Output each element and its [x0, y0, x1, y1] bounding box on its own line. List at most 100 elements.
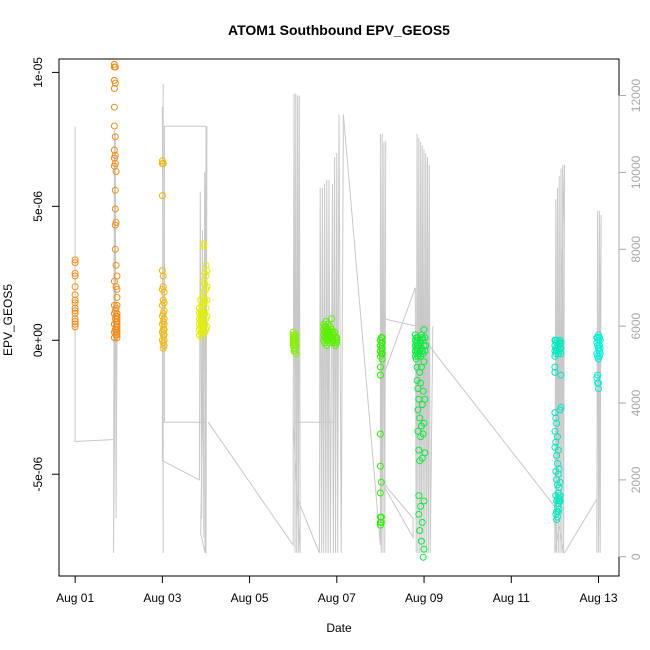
x-tick-label: Aug 07	[318, 591, 356, 605]
data-point	[71, 307, 79, 315]
data-point	[554, 470, 562, 478]
data-point	[594, 371, 602, 379]
data-point	[203, 323, 211, 331]
y-tick-label: -5e-06	[31, 457, 45, 492]
data-point	[113, 285, 121, 293]
data-point	[113, 326, 121, 334]
data-point	[420, 497, 428, 505]
data-point	[415, 492, 423, 500]
altitude-trace-segment	[207, 93, 301, 553]
right-axis-series-lines	[74, 83, 602, 554]
data-point	[113, 310, 121, 317]
data-point	[113, 272, 121, 280]
data-point	[203, 283, 211, 291]
data-point	[201, 296, 209, 304]
data-point	[111, 160, 119, 167]
data-point	[378, 350, 386, 358]
data-point	[551, 363, 559, 371]
data-point	[377, 513, 385, 521]
data-point	[71, 318, 79, 325]
altitude-trace-segment	[342, 114, 387, 553]
data-point	[292, 350, 300, 358]
data-point	[158, 192, 166, 200]
x-tick-label: Aug 03	[143, 591, 181, 605]
right-tick-label: 2000	[629, 466, 643, 493]
data-point	[376, 371, 384, 379]
data-point	[420, 419, 428, 427]
data-point	[160, 307, 168, 315]
data-point	[556, 492, 564, 500]
data-point	[71, 269, 79, 277]
data-point	[160, 342, 168, 350]
data-point	[595, 385, 602, 392]
data-point	[377, 478, 385, 486]
x-axis-label: Date	[326, 621, 352, 635]
altitude-trace-segment	[164, 126, 207, 553]
data-point	[552, 414, 560, 422]
data-point	[112, 261, 120, 269]
data-point	[557, 344, 565, 352]
data-point	[378, 355, 386, 363]
data-point	[200, 243, 208, 250]
y-tick-label: 1e-05	[31, 57, 45, 88]
data-point	[292, 331, 300, 339]
right-tick-label: 10000	[629, 155, 643, 189]
y-axis-right: 0 2000 4000 6000 8000 10000 12000	[618, 79, 643, 560]
data-point	[71, 315, 79, 323]
scatter-points	[71, 60, 604, 561]
data-point	[418, 518, 426, 526]
data-point	[556, 497, 564, 505]
data-point	[71, 304, 79, 312]
data-point	[111, 245, 119, 253]
data-point	[378, 334, 386, 342]
data-point	[417, 502, 425, 510]
data-point	[376, 489, 384, 497]
data-point	[414, 385, 422, 392]
altitude-trace-segment	[564, 210, 602, 554]
data-point	[416, 414, 424, 422]
data-point	[557, 371, 565, 379]
data-point	[333, 339, 341, 347]
data-point	[420, 358, 428, 366]
data-point	[113, 293, 121, 301]
data-point	[418, 401, 426, 409]
right-tick-label: 8000	[629, 236, 643, 263]
chart-title: ATOM1 Southbound EPV_GEOS5	[228, 22, 450, 38]
data-point	[417, 363, 425, 371]
data-point	[420, 545, 428, 553]
x-tick-label: Aug 05	[231, 591, 269, 605]
data-point	[71, 323, 79, 331]
data-point	[415, 510, 423, 518]
data-point	[557, 403, 565, 411]
data-point	[414, 427, 422, 435]
data-point	[113, 331, 121, 339]
data-point	[203, 296, 211, 304]
data-point	[595, 379, 602, 387]
data-point	[113, 301, 121, 309]
data-point	[71, 291, 79, 299]
data-point	[111, 133, 119, 141]
altitude-trace-segment	[74, 126, 118, 553]
data-point	[71, 256, 79, 264]
data-point	[420, 326, 428, 334]
data-point	[596, 344, 604, 352]
data-point	[71, 310, 79, 317]
data-point	[556, 478, 564, 486]
data-point	[557, 350, 565, 358]
data-point	[71, 283, 79, 291]
data-point	[421, 334, 429, 342]
data-point	[160, 299, 168, 307]
x-tick-label: Aug 01	[56, 591, 94, 605]
data-point	[555, 465, 563, 473]
data-point	[110, 146, 118, 154]
x-tick-label: Aug 13	[579, 591, 617, 605]
data-point	[111, 63, 119, 71]
data-point	[376, 363, 384, 371]
data-point	[202, 261, 210, 269]
data-point	[200, 240, 208, 248]
altitude-trace-segment	[379, 133, 434, 553]
data-point	[113, 334, 121, 342]
right-tick-label: 4000	[629, 389, 643, 416]
data-point	[551, 368, 559, 376]
